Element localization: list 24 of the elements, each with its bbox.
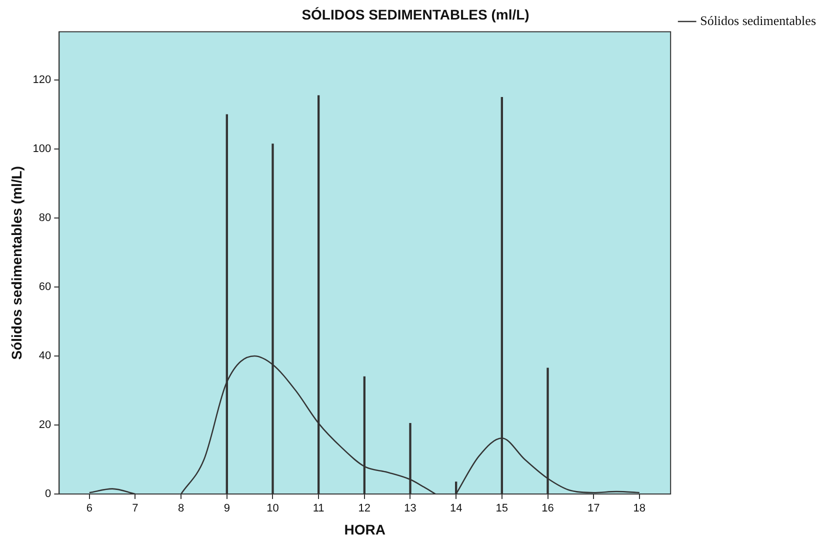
x-tick-label: 7 [132,502,138,515]
y-tick-label: 100 [32,143,52,156]
x-tick-label: 10 [266,502,279,515]
x-tick-label: 15 [496,502,508,515]
chart-title: SÓLIDOS SEDIMENTABLES (ml/L) [302,6,530,22]
x-tick-label: 11 [312,502,324,515]
x-tick-label: 12 [358,502,371,515]
y-tick-label: 80 [38,212,52,224]
y-tick-label: 120 [32,74,52,86]
x-tick-label: 16 [542,502,554,515]
legend-label: Sólidos sedimentables [700,12,816,28]
y-tick-label: 40 [38,350,52,362]
x-tick-label: 9 [224,502,230,515]
y-tick-label: 20 [38,419,52,432]
y-axis-title: Sólidos sedimentables (ml/L) [8,166,24,360]
x-tick-label: 14 [450,502,462,515]
x-tick-label: 6 [86,502,92,515]
x-tick-label: 8 [178,502,184,515]
x-tick-label: 17 [587,502,600,515]
y-tick-label: 60 [38,281,52,294]
x-tick-label: 18 [633,502,646,515]
x-axis-title: HORA [344,521,386,538]
y-tick-label: 0 [45,488,52,500]
x-tick-label: 13 [404,502,416,515]
